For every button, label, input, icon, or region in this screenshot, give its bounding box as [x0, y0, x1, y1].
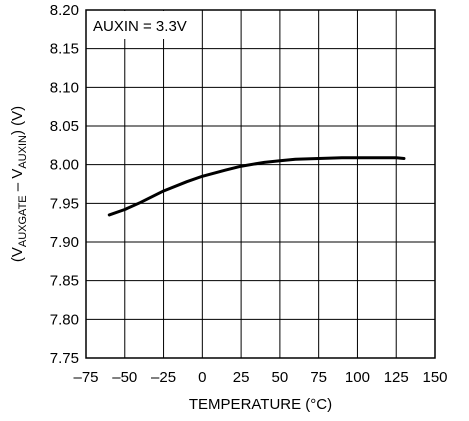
y-axis-label-sub2: AUXIN: [17, 135, 29, 169]
plot-frame: [85, 9, 436, 359]
x-tick-label: 25: [233, 369, 250, 386]
grid: [86, 10, 435, 358]
x-tick-label: –25: [151, 369, 176, 386]
y-axis-label-sub1: AUXGATE: [17, 195, 29, 247]
y-axis-label-close: ) (V): [9, 106, 26, 135]
series-line: [107, 156, 406, 217]
y-axis-label: (VAUXGATE – VAUXIN) (V): [9, 106, 29, 262]
x-tick-label: 125: [384, 369, 409, 386]
y-tick-label: 8.00: [50, 157, 79, 174]
y-tick-label: 7.85: [50, 273, 79, 290]
x-tick-label: 50: [272, 369, 289, 386]
x-tick-label: 100: [345, 369, 370, 386]
y-tick-label: 7.80: [50, 311, 79, 328]
y-axis-label-open: (V: [9, 247, 26, 262]
x-axis-ticks: –75 –50 –25 0 25 50 75 100 125 150: [73, 369, 447, 386]
y-tick-label: 7.75: [50, 350, 79, 367]
annotation-label: AUXIN = 3.3V: [93, 18, 187, 35]
y-axis-label-mid: – V: [9, 169, 26, 196]
y-tick-label: 7.95: [50, 195, 79, 212]
y-axis-ticks: 7.75 7.80 7.85 7.90 7.95 8.00 8.05 8.10 8.15 8.20: [50, 2, 79, 367]
y-tick-label: 7.90: [50, 234, 79, 251]
x-tick-label: 150: [422, 369, 447, 386]
y-tick-label: 8.05: [50, 118, 79, 135]
y-tick-label: 8.15: [50, 41, 79, 58]
y-tick-label: 8.20: [50, 2, 79, 19]
y-tick-label: 8.10: [50, 79, 79, 96]
x-tick-label: –75: [73, 369, 98, 386]
x-tick-label: 75: [310, 369, 327, 386]
x-tick-label: –50: [112, 369, 137, 386]
x-tick-label: 0: [198, 369, 206, 386]
annotation-background: [87, 11, 195, 39]
x-axis-label: TEMPERATURE (°C): [189, 396, 332, 413]
